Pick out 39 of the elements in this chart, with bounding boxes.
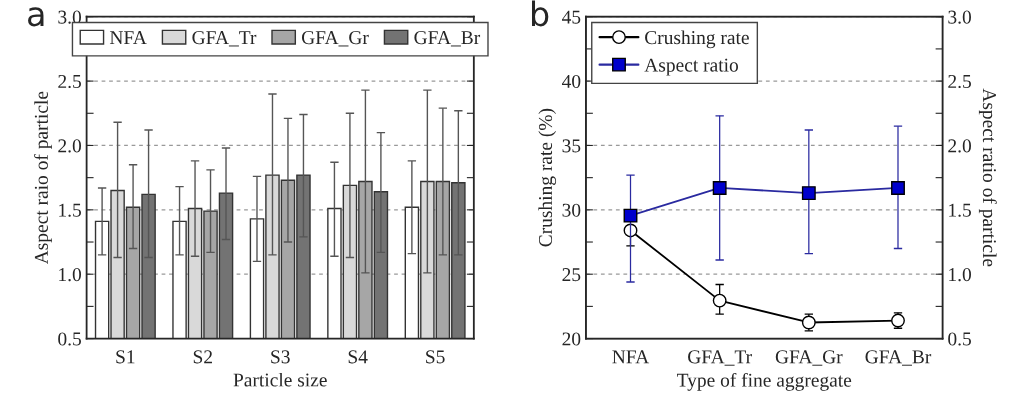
y-tick-label: 2.5 [58,74,81,89]
legend-label: GFA_Gr [301,31,369,47]
y-tick-label: 30 [562,203,581,217]
legend-label: Aspect ratio [644,58,738,76]
text: 2.0 [948,139,971,153]
y-tick-label: 25 [562,268,581,282]
y2-tick-label: 1.5 [949,203,971,217]
y-tick-label: 35 [562,139,581,153]
x-tick-label: GFA_Gr [775,350,843,366]
y-tick-label: 0.5 [58,332,81,346]
legend-label: GFA_Br [414,31,481,47]
x-axis-title: Type of fine aggregate [677,372,852,391]
x-tick-label: S3 [271,350,290,364]
y2-axis-title: Aspect ratio of particle [978,88,997,267]
x-tick-label: S1 [116,350,135,364]
y-tick-label: 20 [562,332,581,346]
y-tick-label: 40 [562,74,581,89]
legend-label: NFA [109,31,147,44]
x-tick-label: S5 [426,350,445,364]
x-tick-label: GFA_Br [865,350,932,366]
legend-label: Crushing rate [645,30,749,49]
legend-label: GFA_Tr [192,31,257,47]
y-axis-title: Aspect raio of particle [34,91,52,265]
chart-title: a [28,7,44,27]
y2-tick-label: 2.5 [948,74,971,89]
y-tick-label: 45 [562,10,581,24]
x-tick-label: S2 [193,350,212,364]
x-axis-title: Particle size [233,372,327,387]
chart-title: b [532,0,549,27]
x-tick-label: GFA_Tr [688,350,752,366]
text: 2.0 [58,139,82,153]
text: 1.0 [59,268,82,282]
x-tick-label: NFA [612,350,650,364]
x-tick-label: S4 [348,350,368,364]
text: 3.0 [948,10,971,24]
y-axis-title: Crushing rate (%) [538,108,557,247]
y2-tick-label: 0.5 [948,332,971,346]
text: 1.0 [949,268,971,282]
y-tick-label: 1.5 [59,203,81,217]
